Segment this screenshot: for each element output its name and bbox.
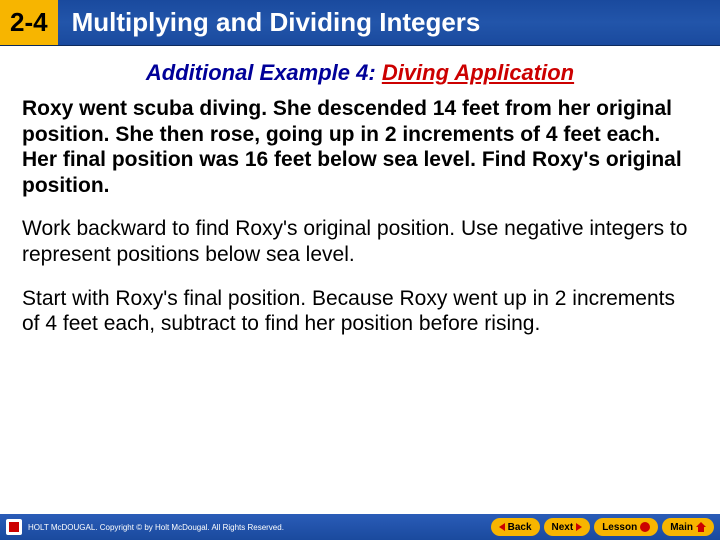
section-number: 2-4 (10, 7, 48, 38)
back-arrow-icon (499, 523, 505, 531)
content-area: Additional Example 4: Diving Application… (0, 46, 720, 337)
main-button[interactable]: Main (662, 518, 714, 536)
publisher-logo (6, 519, 22, 535)
publisher-name: HOLT McDOUGAL (28, 523, 95, 532)
lesson-label: Lesson (602, 522, 637, 533)
footer-bar: HOLT McDOUGAL. Copyright © by Holt McDou… (0, 514, 720, 540)
lesson-button[interactable]: Lesson (594, 518, 658, 536)
instruction-1: Work backward to find Roxy's original po… (22, 216, 698, 267)
section-number-badge: 2-4 (0, 0, 58, 45)
next-label: Next (552, 522, 574, 533)
example-heading: Additional Example 4: Diving Application (22, 60, 698, 86)
header-bar: 2-4 Multiplying and Dividing Integers (0, 0, 720, 46)
nav-button-group: Back Next Lesson Main (491, 518, 714, 536)
next-arrow-icon (576, 523, 582, 531)
lesson-title: Multiplying and Dividing Integers (72, 7, 481, 38)
example-app-title: Diving Application (382, 60, 574, 85)
instruction-2: Start with Roxy's final position. Becaus… (22, 286, 698, 337)
next-button[interactable]: Next (544, 518, 591, 536)
back-button[interactable]: Back (491, 518, 540, 536)
copyright-text: HOLT McDOUGAL. Copyright © by Holt McDou… (28, 523, 284, 532)
logo-inner (9, 522, 19, 532)
footer-left: HOLT McDOUGAL. Copyright © by Holt McDou… (6, 519, 284, 535)
home-icon (696, 522, 706, 532)
rights-text: Copyright © by Holt McDougal. All Rights… (100, 523, 284, 532)
lesson-circle-icon (640, 522, 650, 532)
back-label: Back (508, 522, 532, 533)
problem-statement: Roxy went scuba diving. She descended 14… (22, 96, 698, 198)
main-label: Main (670, 522, 693, 533)
example-prefix: Additional Example 4: (146, 60, 382, 85)
